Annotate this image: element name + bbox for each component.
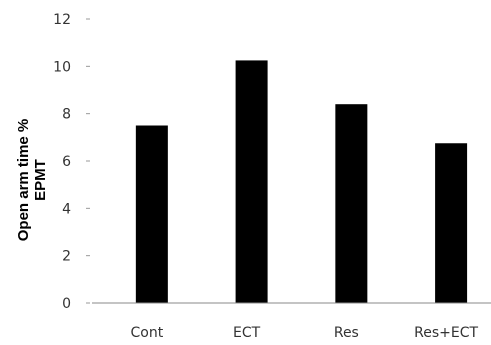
x-tick-label: ECT (233, 325, 261, 341)
y-tick-label: 0 (62, 296, 71, 312)
x-axis-labels: Cont ECT Res Res+ECT (131, 325, 479, 341)
y-tick-label: 8 (62, 107, 71, 123)
bar-res-ect (435, 143, 468, 303)
y-tick-label: 2 (62, 249, 71, 265)
bar-res (335, 104, 368, 303)
bars (135, 60, 468, 303)
x-tick-label: Res+ECT (414, 325, 478, 341)
y-tick-label: 12 (53, 12, 71, 28)
bar-cont (135, 125, 168, 303)
bar-ect (235, 60, 268, 303)
y-tick-label: 6 (62, 154, 71, 170)
y-tick-label: 10 (53, 59, 71, 75)
y-axis-title: Open arm time % EPMT (15, 119, 49, 242)
x-tick-label: Res (334, 325, 359, 341)
y-axis-title-line-2: EPMT (32, 159, 49, 201)
y-axis: 0 2 4 6 8 10 12 (53, 12, 90, 312)
x-tick-label: Cont (131, 325, 164, 341)
y-axis-title-line-1: Open arm time % (15, 119, 32, 242)
y-tick-label: 4 (62, 201, 71, 217)
